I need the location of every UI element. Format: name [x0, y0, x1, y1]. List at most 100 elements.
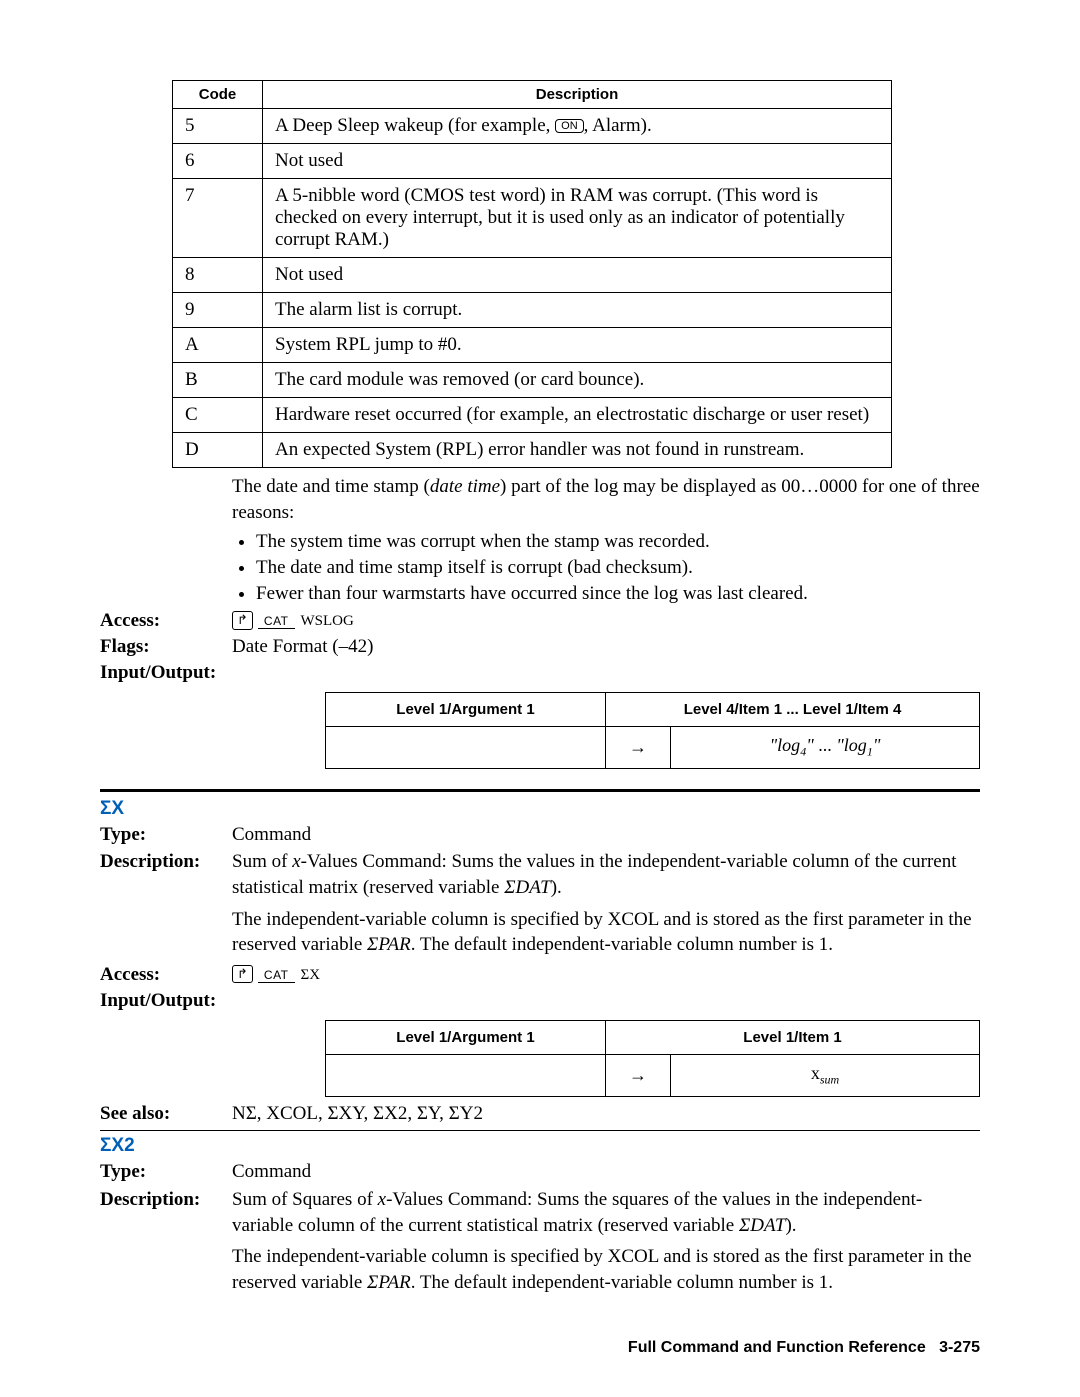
desc-cell: Hardware reset occurred (for example, an… [263, 398, 892, 433]
type-row: Type: Command [100, 1159, 980, 1185]
text: Sum of [232, 851, 292, 872]
list-item: Fewer than four warmstarts have occurred… [256, 581, 980, 607]
table-row: DAn expected System (RPL) error handler … [173, 433, 892, 468]
arrow-icon: → [606, 727, 671, 769]
cat-key-label: CAT [258, 968, 295, 983]
description-row: Description: Sum of x-Values Command: Su… [100, 849, 980, 900]
io-result: xsum [671, 1055, 980, 1097]
description-value: Sum of Squares of x-Values Command: Sums… [232, 1187, 980, 1238]
access-row: Access: CAT ΣX [100, 964, 980, 986]
see-also-label: See also: [100, 1101, 232, 1127]
flags-row: Flags: Date Format (–42) [100, 636, 980, 658]
access-row: Access: CAT WSLOG [100, 610, 980, 632]
io-th1: Level 1/Argument 1 [326, 1021, 606, 1055]
io-label-row: Input/Output: [100, 990, 980, 1012]
text: , Alarm). [584, 115, 652, 136]
text: -Values Command: Sums the values in the … [232, 851, 956, 898]
code-cell: 7 [173, 179, 263, 258]
code-cell: C [173, 398, 263, 433]
code-cell: A [173, 328, 263, 363]
code-cell: 5 [173, 109, 263, 144]
io-table-sigma-x: Level 1/Argument 1 Level 1/Item 1 → xsum [325, 1020, 980, 1097]
command-title-sigma-x2: ΣX2 [100, 1135, 980, 1157]
text: ). [785, 1215, 796, 1236]
access-cmd: WSLOG [301, 613, 354, 630]
description-label: Description: [100, 1187, 232, 1238]
text-italic: date time [430, 476, 500, 497]
on-key-icon: ON [555, 119, 584, 133]
see-also-value: NΣ, XCOL, ΣXY, ΣX2, ΣY, ΣY2 [232, 1101, 980, 1127]
code-cell: 9 [173, 293, 263, 328]
table-row: BThe card module was removed (or card bo… [173, 363, 892, 398]
table-row: 8Not used [173, 258, 892, 293]
desc-cell: The card module was removed (or card bou… [263, 363, 892, 398]
after-table-text: The date and time stamp (date time) part… [232, 474, 980, 606]
text-italic: ΣDAT [739, 1215, 785, 1236]
see-also-row: See also: NΣ, XCOL, ΣXY, ΣX2, ΣY, ΣY2 [100, 1101, 980, 1127]
list-item: The date and time stamp itself is corrup… [256, 555, 980, 581]
table-row: 9The alarm list is corrupt. [173, 293, 892, 328]
type-row: Type: Command [100, 822, 980, 848]
section-divider [100, 789, 980, 792]
io-label: Input/Output: [100, 990, 216, 1012]
arrow-icon: → [606, 1055, 671, 1097]
shift-key-icon [232, 611, 253, 630]
desc-cell: Not used [263, 258, 892, 293]
text: . The default independent-variable colum… [411, 1272, 833, 1293]
command-title-sigma-x: ΣX [100, 798, 980, 820]
type-value: Command [232, 1159, 980, 1185]
text: . The default independent-variable colum… [411, 934, 833, 955]
text-italic: x [292, 851, 300, 872]
text-italic: ΣPAR [367, 934, 411, 955]
desc-cell: Not used [263, 144, 892, 179]
access-cmd: ΣX [301, 967, 321, 984]
access-value: CAT WSLOG [232, 610, 980, 632]
io-empty-cell [326, 1055, 606, 1097]
desc-cell: A Deep Sleep wakeup (for example, ON, Al… [263, 109, 892, 144]
page-footer: Full Command and Function Reference 3-27… [628, 1339, 980, 1357]
th-code: Code [173, 81, 263, 109]
code-cell: D [173, 433, 263, 468]
table-row: 6Not used [173, 144, 892, 179]
text-italic: ΣDAT [504, 877, 550, 898]
description-label: Description: [100, 849, 232, 900]
shift-key-icon [232, 965, 253, 984]
access-value: CAT ΣX [232, 964, 980, 986]
footer-title: Full Command and Function Reference [628, 1339, 926, 1356]
text: The date and time stamp ( [232, 476, 430, 497]
description-para2: The independent-variable column is speci… [232, 1244, 980, 1295]
access-label: Access: [100, 610, 232, 632]
io-th2: Level 1/Item 1 [606, 1021, 980, 1055]
table-row: 7A 5-nibble word (CMOS test word) in RAM… [173, 179, 892, 258]
io-th2: Level 4/Item 1 ... Level 1/Item 4 [606, 693, 980, 727]
flags-label: Flags: [100, 636, 232, 658]
text: Sum of Squares of [232, 1189, 378, 1210]
table-row: ASystem RPL jump to #0. [173, 328, 892, 363]
desc-cell: System RPL jump to #0. [263, 328, 892, 363]
io-empty-cell [326, 727, 606, 769]
text-italic: ΣPAR [367, 1272, 411, 1293]
io-result: "log4" ... "log1" [671, 727, 980, 769]
code-description-table: Code Description 5 A Deep Sleep wakeup (… [172, 80, 892, 468]
access-label: Access: [100, 964, 232, 986]
io-label: Input/Output: [100, 662, 216, 684]
flags-value: Date Format (–42) [232, 636, 980, 658]
io-label-row: Input/Output: [100, 662, 980, 684]
table-row: 5 A Deep Sleep wakeup (for example, ON, … [173, 109, 892, 144]
type-label: Type: [100, 822, 232, 848]
description-value: Sum of x-Values Command: Sums the values… [232, 849, 980, 900]
text-italic: x [378, 1189, 386, 1210]
code-cell: B [173, 363, 263, 398]
code-cell: 8 [173, 258, 263, 293]
table-row: CHardware reset occurred (for example, a… [173, 398, 892, 433]
type-value: Command [232, 822, 980, 848]
footer-page: 3-275 [939, 1339, 980, 1356]
desc-cell: The alarm list is corrupt. [263, 293, 892, 328]
desc-cell: A 5-nibble word (CMOS test word) in RAM … [263, 179, 892, 258]
text: A Deep Sleep wakeup (for example, [275, 115, 555, 136]
cat-key-label: CAT [258, 614, 295, 629]
th-description: Description [263, 81, 892, 109]
io-table-wslog: Level 1/Argument 1 Level 4/Item 1 ... Le… [325, 692, 980, 769]
type-label: Type: [100, 1159, 232, 1185]
desc-cell: An expected System (RPL) error handler w… [263, 433, 892, 468]
